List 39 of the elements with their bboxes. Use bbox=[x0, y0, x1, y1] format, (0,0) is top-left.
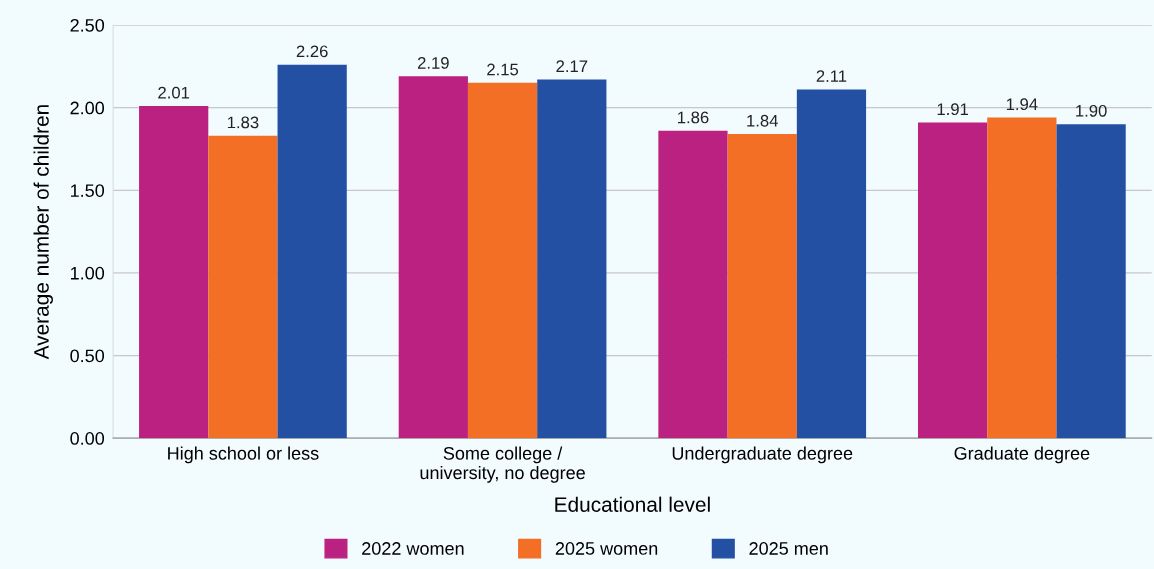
data-label: 2.17 bbox=[556, 60, 588, 72]
y-tick-label: 0.00 bbox=[70, 432, 105, 445]
data-label: 1.90 bbox=[1076, 104, 1107, 117]
bar bbox=[208, 135, 278, 439]
data-label: 2.26 bbox=[296, 45, 328, 58]
data-label: 1.84 bbox=[747, 114, 778, 127]
x-tick-label: Undergraduate degree bbox=[672, 446, 853, 464]
bar bbox=[467, 82, 538, 439]
x-tick-label: Some college / university, no degree bbox=[420, 446, 585, 483]
bar bbox=[727, 134, 797, 439]
x-tick-label: Graduate degree bbox=[954, 446, 1090, 464]
bar bbox=[537, 79, 607, 439]
bar bbox=[139, 106, 209, 439]
y-tick-label: 0.50 bbox=[70, 349, 105, 363]
bar bbox=[398, 76, 468, 439]
legend-label: 2022 women bbox=[362, 542, 464, 555]
y-tick-label: 1.00 bbox=[71, 266, 105, 280]
legend-label: 2025 men bbox=[749, 542, 828, 555]
bar bbox=[918, 122, 988, 439]
data-label: 1.83 bbox=[227, 116, 259, 129]
data-label: 1.86 bbox=[678, 111, 709, 124]
data-label: 2.11 bbox=[816, 70, 847, 82]
y-tick-label: 1.50 bbox=[71, 184, 105, 197]
data-label: 2.19 bbox=[417, 57, 449, 69]
y-axis-title: Average number of children bbox=[33, 105, 53, 360]
data-label: 2.15 bbox=[487, 63, 519, 76]
bar bbox=[796, 89, 867, 439]
data-label: 1.94 bbox=[1006, 98, 1038, 111]
bar bbox=[658, 130, 728, 439]
bar bbox=[277, 64, 347, 439]
bar bbox=[987, 117, 1057, 439]
data-label: 1.91 bbox=[937, 103, 969, 116]
y-tick-label: 2.00 bbox=[70, 101, 105, 115]
x-axis-title: Educational level bbox=[555, 496, 710, 512]
legend-label: 2025 women bbox=[555, 542, 658, 555]
data-label: 2.01 bbox=[158, 86, 190, 99]
x-tick-label: High school or less bbox=[168, 446, 319, 464]
bar bbox=[1056, 124, 1126, 439]
y-tick-label: 2.50 bbox=[70, 18, 105, 32]
